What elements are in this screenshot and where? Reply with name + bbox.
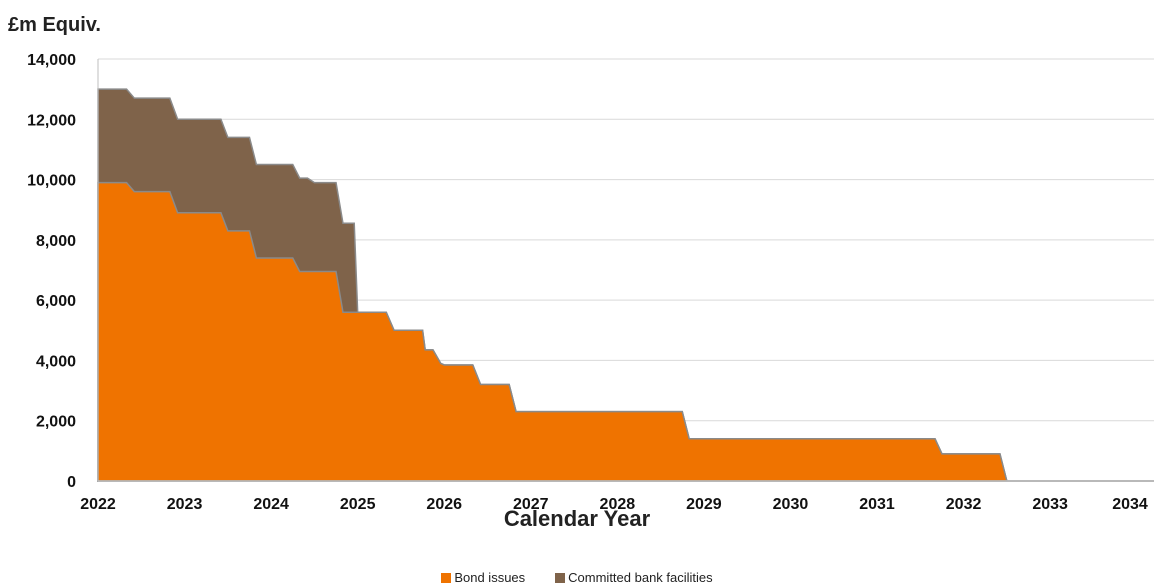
y-tick-labels: 0 2,000 4,000 6,000 8,000 10,000 12,000 14,000: [27, 52, 76, 491]
x-tick-label-0: 2022: [80, 496, 116, 513]
legend-swatch-committed-bank-facilities: [555, 572, 566, 583]
y-tick-label-6: 12,000: [27, 112, 76, 129]
series-areas: [97, 88, 1154, 482]
axes: [97, 59, 1154, 482]
legend-item-bond-issues: Bond issues: [441, 570, 525, 585]
x-tick-label-1: 2023: [167, 496, 203, 513]
x-tick-label-4: 2026: [426, 496, 462, 513]
x-tick-label-8: 2030: [773, 496, 809, 513]
x-tick-label-9: 2031: [859, 496, 895, 513]
y-tick-label-3: 6,000: [36, 293, 76, 310]
x-tick-labels: 2022 2023 2024 2025 2026 2027 2028 2029 2030 2031…: [80, 496, 1148, 513]
area-bond-issues: [97, 181, 1154, 482]
x-tick-label-5: 2027: [513, 496, 549, 513]
x-tick-label-2: 2024: [253, 496, 289, 513]
x-axis-title: Calendar Year: [503, 506, 651, 531]
x-tick-label-7: 2029: [686, 496, 722, 513]
legend-swatch-bond-issues: [441, 572, 452, 583]
x-tick-label-10: 2032: [946, 496, 982, 513]
y-tick-label-2: 4,000: [36, 353, 76, 370]
legend-item-committed-bank-facilities: Committed bank facilities: [555, 570, 713, 585]
legend: Bond issues Committed bank facilities: [0, 570, 1154, 585]
y-tick-label-4: 8,000: [36, 233, 76, 250]
y-tick-label-0: 0: [67, 474, 76, 491]
x-tick-label-11: 2033: [1032, 496, 1068, 513]
x-tick-label-12: 2034: [1112, 496, 1148, 513]
y-axis-title: £m Equiv.: [8, 14, 101, 36]
x-tick-label-6: 2028: [600, 496, 636, 513]
y-tick-label-5: 10,000: [27, 173, 76, 190]
legend-label-bond-issues: Bond issues: [454, 570, 526, 585]
y-tick-label-7: 14,000: [27, 52, 76, 69]
legend-label-committed-bank-facilities: Committed bank facilities: [568, 570, 713, 585]
y-tick-label-1: 2,000: [36, 414, 76, 431]
x-tick-label-3: 2025: [340, 496, 376, 513]
